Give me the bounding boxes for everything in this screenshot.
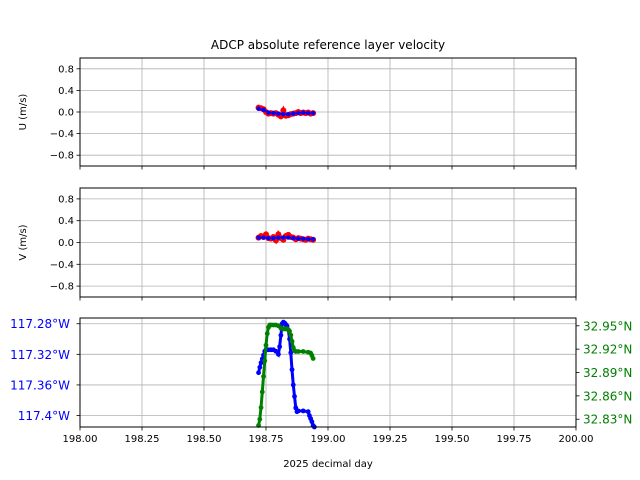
longitude-point (309, 419, 315, 425)
longitude-tick-label: 117.4°W (18, 409, 70, 423)
latitude-tick-label: 32.89°N (583, 366, 632, 380)
u-panel-ytick-label: 0.4 (58, 86, 74, 97)
longitude-point (289, 367, 295, 373)
latitude-point (263, 342, 269, 348)
longitude-point (288, 350, 294, 356)
latitude-point (310, 356, 316, 361)
longitude-point (305, 409, 311, 415)
longitude-point (295, 408, 301, 414)
u-panel-ytick-label: −0.8 (50, 151, 74, 162)
position-panel: 198.00 198.25 198.50 198.75 199.00 199.25 199.… (10, 317, 632, 470)
position-panel-frame (79, 317, 577, 428)
v-panel-ylabel: V (m/s) (18, 224, 29, 260)
u-panel-grid (79, 58, 577, 166)
latitude-tick-label: 32.92°N (583, 343, 632, 357)
u-velocity-panel: −0.8 −0.4 0.0 0.4 0.8 U (m/s) (18, 57, 577, 170)
position-panel-series (256, 319, 317, 430)
xtick-label: 198.50 (187, 434, 222, 445)
xtick-label: 199.25 (373, 434, 408, 445)
latitude-point (257, 416, 263, 422)
longitude-point (292, 394, 297, 399)
latitude-point (295, 349, 301, 354)
xtick-label: 199.75 (497, 434, 532, 445)
latitude-point (262, 358, 268, 364)
u-panel-blue-point (256, 106, 261, 111)
longitude-point (300, 408, 306, 414)
latitude-point (259, 389, 265, 395)
longitude-point (276, 351, 281, 357)
latitude-point (288, 332, 294, 338)
u-panel-ylabel: U (m/s) (18, 94, 29, 131)
latitude-point (287, 328, 292, 334)
latitude-point (300, 349, 306, 354)
xtick-label: 198.75 (249, 434, 284, 445)
u-panel-ytick-label: 0.0 (58, 108, 74, 119)
u-panel-ytick-label: 0.8 (58, 64, 74, 75)
v-panel-frame (79, 187, 577, 298)
latitude-point (264, 331, 270, 336)
v-panel-ticks: −0.8 −0.4 0.0 0.4 0.8 (50, 194, 577, 301)
latitude-point (261, 373, 266, 379)
longitude-point (256, 370, 261, 376)
longitude-point (278, 332, 284, 338)
u-panel-frame (79, 57, 577, 167)
v-panel-blue-point (310, 237, 316, 242)
v-panel-ytick-label: −0.8 (50, 282, 74, 293)
u-panel-ytick-label: −0.4 (50, 129, 74, 140)
xtick-label: 200.00 (559, 434, 594, 445)
xtick-label: 198.25 (125, 434, 160, 445)
latitude-tick-label: 32.83°N (583, 413, 632, 427)
longitude-tick-label: 117.32°W (10, 348, 70, 362)
v-panel-ytick-label: −0.4 (50, 260, 74, 271)
longitude-point (277, 344, 283, 350)
u-panel-ticks: −0.8 −0.4 0.0 0.4 0.8 (50, 64, 577, 170)
v-panel-ytick-label: 0.0 (58, 238, 74, 249)
longitude-tick-label: 117.36°W (10, 378, 70, 392)
v-panel-blue-point (256, 235, 261, 240)
latitude-tick-label: 32.86°N (583, 389, 632, 403)
v-velocity-panel: −0.8 −0.4 0.0 0.4 0.8 V (m/s) (18, 187, 577, 301)
latitude-point (258, 405, 264, 410)
latitude-tick-label: 32.95°N (583, 319, 632, 333)
v-panel-ytick-label: 0.4 (58, 216, 74, 227)
chart-title: ADCP absolute reference layer velocity (211, 38, 445, 52)
u-panel-series (255, 104, 317, 120)
latitude-point (289, 338, 295, 344)
v-panel-blue-line (258, 236, 314, 240)
xtick-label: 198.00 (63, 434, 98, 445)
position-panel-xlabel: 2025 decimal day (283, 459, 373, 470)
v-panel-ytick-label: 0.8 (58, 194, 74, 205)
u-panel-blue-point (310, 110, 316, 116)
longitude-point (258, 360, 264, 366)
longitude-point (290, 382, 296, 388)
longitude-tick-label: 117.28°W (10, 317, 70, 331)
xtick-label: 199.50 (435, 434, 470, 445)
u-panel-blue-line (258, 108, 314, 115)
longitude-point (257, 364, 263, 370)
v-panel-series (255, 230, 317, 245)
position-panel-ticks: 198.00 198.25 198.50 198.75 199.00 199.25 199.… (10, 317, 632, 445)
xtick-label: 199.00 (311, 434, 346, 445)
